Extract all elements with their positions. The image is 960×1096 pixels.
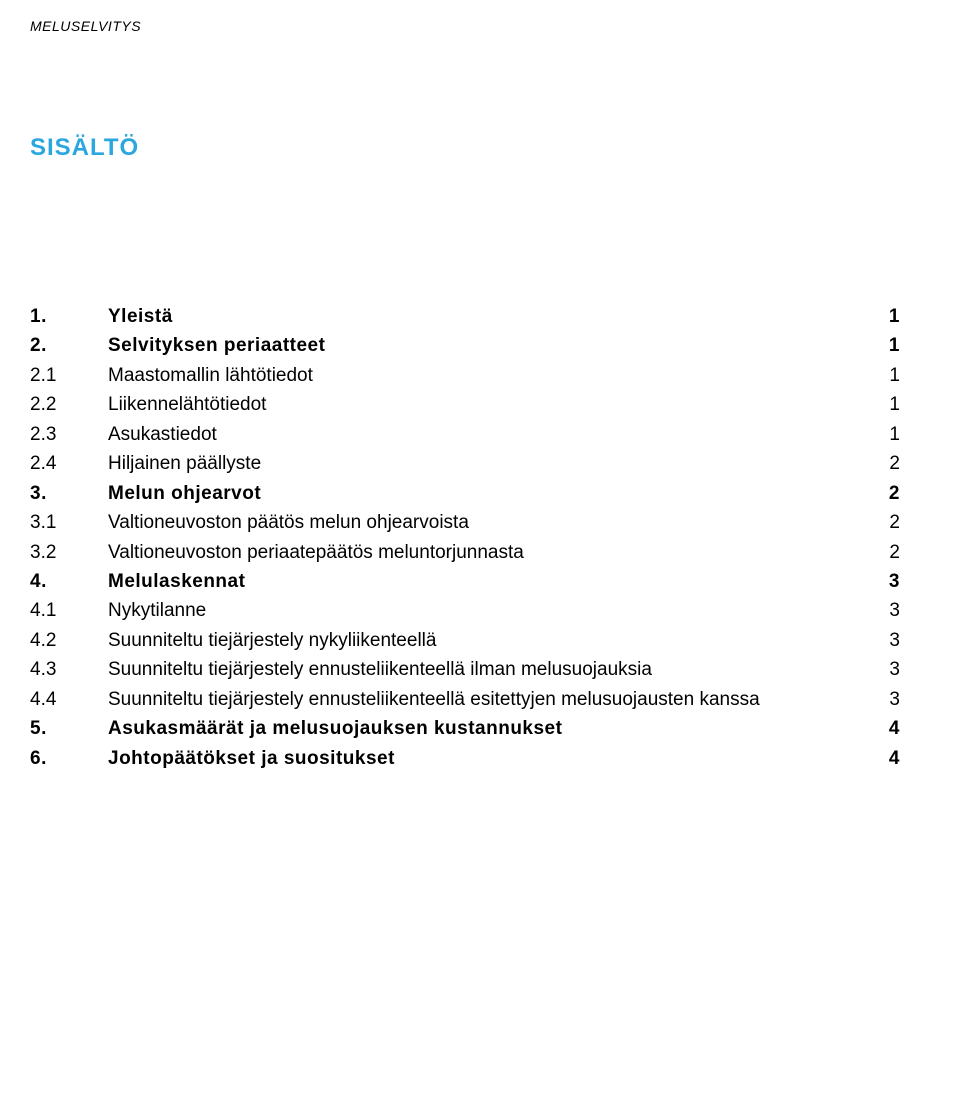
toc-row: 4.1Nykytilanne3 bbox=[30, 596, 900, 625]
toc-entry-page: 2 bbox=[872, 449, 900, 478]
toc-entry-label: Suunniteltu tiejärjestely ennusteliikent… bbox=[108, 685, 872, 714]
document-page: MELUSELVITYS SISÄLTÖ 1.Yleistä12.Selvity… bbox=[0, 0, 960, 1096]
toc-entry-label: Nykytilanne bbox=[108, 596, 872, 625]
toc-entry-label: Asukasmäärät ja melusuojauksen kustannuk… bbox=[108, 714, 872, 743]
toc-entry-page: 1 bbox=[872, 331, 900, 360]
toc-entry-page: 3 bbox=[872, 567, 900, 596]
toc-entry-number: 4.4 bbox=[30, 685, 108, 714]
toc-entry-label: Melulaskennat bbox=[108, 567, 872, 596]
toc-entry-label: Melun ohjearvot bbox=[108, 479, 872, 508]
toc-row: 4.Melulaskennat3 bbox=[30, 567, 900, 596]
toc-row: 3.2Valtioneuvoston periaatepäätös melunt… bbox=[30, 538, 900, 567]
toc-entry-number: 2. bbox=[30, 331, 108, 360]
toc-entry-page: 1 bbox=[872, 361, 900, 390]
toc-entry-label: Suunniteltu tiejärjestely ennusteliikent… bbox=[108, 655, 872, 684]
toc-entry-page: 1 bbox=[872, 390, 900, 419]
toc-entry-page: 3 bbox=[872, 685, 900, 714]
toc-entry-number: 2.4 bbox=[30, 449, 108, 478]
toc-row: 2.Selvityksen periaatteet1 bbox=[30, 331, 900, 360]
toc-entry-label: Maastomallin lähtötiedot bbox=[108, 361, 872, 390]
toc-row: 4.4Suunniteltu tiejärjestely ennusteliik… bbox=[30, 685, 900, 714]
toc-entry-page: 4 bbox=[872, 714, 900, 743]
toc-entry-number: 4. bbox=[30, 567, 108, 596]
toc-entry-page: 1 bbox=[872, 420, 900, 449]
toc-entry-label: Yleistä bbox=[108, 302, 872, 331]
toc-entry-label: Liikennelähtötiedot bbox=[108, 390, 872, 419]
toc-entry-number: 2.1 bbox=[30, 361, 108, 390]
toc-row: 1.Yleistä1 bbox=[30, 302, 900, 331]
toc-entry-label: Selvityksen periaatteet bbox=[108, 331, 872, 360]
toc-row: 3.1Valtioneuvoston päätös melun ohjearvo… bbox=[30, 508, 900, 537]
toc-row: 2.4Hiljainen päällyste2 bbox=[30, 449, 900, 478]
toc-entry-number: 6. bbox=[30, 744, 108, 773]
toc-row: 2.1Maastomallin lähtötiedot1 bbox=[30, 361, 900, 390]
toc-entry-number: 2.2 bbox=[30, 390, 108, 419]
toc-row: 6.Johtopäätökset ja suositukset4 bbox=[30, 744, 900, 773]
toc-entry-number: 4.3 bbox=[30, 655, 108, 684]
running-header: MELUSELVITYS bbox=[0, 18, 960, 34]
toc-entry-page: 4 bbox=[872, 744, 900, 773]
toc-entry-page: 3 bbox=[872, 626, 900, 655]
toc-entry-label: Valtioneuvoston päätös melun ohjearvoist… bbox=[108, 508, 872, 537]
toc-entry-page: 3 bbox=[872, 655, 900, 684]
toc-entry-page: 2 bbox=[872, 479, 900, 508]
toc-row: 2.3Asukastiedot1 bbox=[30, 420, 900, 449]
toc-entry-page: 2 bbox=[872, 508, 900, 537]
toc-entry-number: 2.3 bbox=[30, 420, 108, 449]
toc-row: 3.Melun ohjearvot2 bbox=[30, 479, 900, 508]
toc-entry-number: 4.1 bbox=[30, 596, 108, 625]
toc-entry-number: 3. bbox=[30, 479, 108, 508]
toc-entry-number: 3.1 bbox=[30, 508, 108, 537]
toc-entry-number: 4.2 bbox=[30, 626, 108, 655]
toc-entry-number: 1. bbox=[30, 302, 108, 331]
toc-row: 5.Asukasmäärät ja melusuojauksen kustann… bbox=[30, 714, 900, 743]
toc-entry-page: 2 bbox=[872, 538, 900, 567]
table-of-contents: 1.Yleistä12.Selvityksen periaatteet12.1M… bbox=[0, 302, 960, 773]
toc-row: 4.3Suunniteltu tiejärjestely ennusteliik… bbox=[30, 655, 900, 684]
toc-entry-label: Asukastiedot bbox=[108, 420, 872, 449]
toc-title: SISÄLTÖ bbox=[0, 134, 960, 162]
toc-row: 2.2Liikennelähtötiedot1 bbox=[30, 390, 900, 419]
toc-entry-page: 1 bbox=[872, 302, 900, 331]
toc-entry-page: 3 bbox=[872, 596, 900, 625]
toc-entry-label: Hiljainen päällyste bbox=[108, 449, 872, 478]
toc-row: 4.2Suunniteltu tiejärjestely nykyliikent… bbox=[30, 626, 900, 655]
toc-entry-label: Suunniteltu tiejärjestely nykyliikenteel… bbox=[108, 626, 872, 655]
toc-entry-number: 3.2 bbox=[30, 538, 108, 567]
toc-entry-label: Johtopäätökset ja suositukset bbox=[108, 744, 872, 773]
toc-entry-number: 5. bbox=[30, 714, 108, 743]
toc-entry-label: Valtioneuvoston periaatepäätös meluntorj… bbox=[108, 538, 872, 567]
